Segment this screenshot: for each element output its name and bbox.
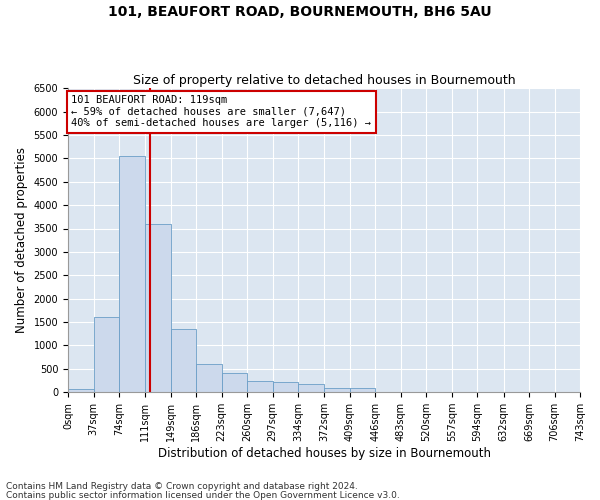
Bar — [68, 389, 94, 392]
Bar — [350, 388, 376, 392]
Bar — [247, 380, 272, 392]
Text: Contains public sector information licensed under the Open Government Licence v3: Contains public sector information licen… — [6, 491, 400, 500]
Bar — [170, 329, 196, 392]
Bar — [221, 372, 247, 392]
Bar — [272, 382, 298, 392]
Text: Contains HM Land Registry data © Crown copyright and database right 2024.: Contains HM Land Registry data © Crown c… — [6, 482, 358, 491]
Y-axis label: Number of detached properties: Number of detached properties — [15, 147, 28, 333]
Text: 101 BEAUFORT ROAD: 119sqm
← 59% of detached houses are smaller (7,647)
40% of se: 101 BEAUFORT ROAD: 119sqm ← 59% of detac… — [71, 95, 371, 128]
Bar — [298, 384, 325, 392]
Title: Size of property relative to detached houses in Bournemouth: Size of property relative to detached ho… — [133, 74, 515, 87]
Bar — [145, 224, 170, 392]
X-axis label: Distribution of detached houses by size in Bournemouth: Distribution of detached houses by size … — [158, 447, 491, 460]
Bar — [196, 364, 221, 392]
Text: 101, BEAUFORT ROAD, BOURNEMOUTH, BH6 5AU: 101, BEAUFORT ROAD, BOURNEMOUTH, BH6 5AU — [108, 5, 492, 19]
Bar — [94, 318, 119, 392]
Bar — [325, 388, 350, 392]
Bar — [119, 156, 145, 392]
